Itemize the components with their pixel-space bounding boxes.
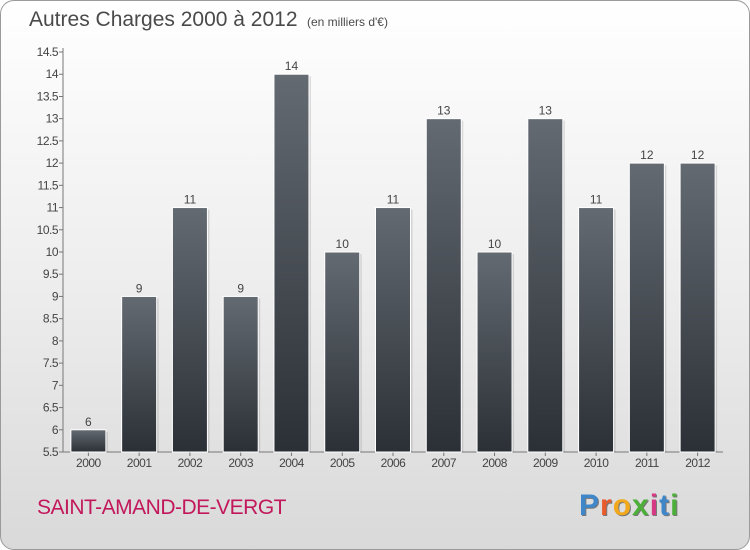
- x-tick-label: 2011: [635, 456, 660, 470]
- bar: [324, 251, 361, 453]
- data-label: 10: [336, 237, 350, 251]
- x-tick-label: 2007: [431, 456, 457, 470]
- x-tick-label: 2010: [584, 456, 610, 470]
- bar: [375, 207, 411, 453]
- data-label: 11: [184, 193, 197, 207]
- bar: [578, 207, 615, 453]
- logo-letter: i: [649, 489, 660, 522]
- bar: [476, 251, 513, 453]
- y-tick-label: 12: [46, 156, 59, 170]
- y-tick-label: 7.5: [43, 356, 59, 370]
- data-label: 14: [285, 59, 299, 73]
- data-label: 13: [437, 104, 451, 118]
- y-tick-label: 7: [52, 378, 59, 392]
- x-tick-label: 2012: [685, 456, 711, 470]
- logo-letter: i: [670, 489, 680, 522]
- data-label: 9: [237, 281, 244, 295]
- x-tick-label: 2002: [178, 456, 204, 470]
- bar: [527, 118, 564, 453]
- x-tick-label: 2003: [228, 456, 254, 470]
- y-tick-label: 9: [52, 289, 59, 303]
- logo-letter: r: [600, 489, 613, 522]
- chart-title: Autres Charges 2000 à 2012: [29, 8, 298, 31]
- y-tick-label: 6.5: [43, 401, 59, 415]
- commune-name: SAINT-AMAND-DE-VERGT: [37, 496, 287, 519]
- bar: [171, 207, 208, 453]
- data-label: 11: [590, 193, 603, 207]
- bar: [679, 162, 716, 453]
- y-tick-label: 10: [46, 245, 59, 259]
- bar: [273, 73, 310, 453]
- logo-letter: x: [632, 489, 650, 522]
- y-tick-label: 11.5: [38, 178, 59, 192]
- y-tick-label: 9.5: [43, 267, 59, 281]
- data-label: 13: [539, 104, 553, 118]
- y-tick-label: 14: [46, 67, 59, 81]
- proxiti-logo[interactable]: Proxiti: [579, 489, 679, 523]
- x-tick-label: 2000: [76, 456, 102, 470]
- y-tick-label: 5.5: [43, 445, 59, 459]
- data-label: 9: [136, 281, 143, 295]
- y-tick-label: 11: [47, 201, 59, 215]
- bar: [222, 295, 259, 453]
- bar: [425, 118, 462, 453]
- y-tick-label: 13: [46, 112, 59, 126]
- y-tick-label: 12.5: [37, 134, 59, 148]
- y-tick-label: 8: [52, 334, 59, 348]
- data-label: 12: [640, 148, 654, 162]
- data-label: 10: [488, 237, 502, 251]
- y-tick-label: 8.5: [43, 312, 59, 326]
- logo-letter: P: [579, 489, 601, 522]
- y-tick-label: 6: [52, 423, 59, 437]
- y-tick-label: 13.5: [37, 89, 59, 103]
- data-label: 12: [691, 148, 705, 162]
- x-tick-label: 2006: [381, 456, 407, 470]
- data-label: 6: [85, 415, 92, 429]
- x-tick-label: 2008: [482, 456, 508, 470]
- y-tick-label: 10.5: [37, 223, 59, 237]
- x-tick-label: 2004: [279, 456, 305, 470]
- bar: [628, 162, 665, 453]
- x-tick-label: 2005: [330, 456, 356, 470]
- bar: [121, 295, 158, 453]
- bar: [70, 429, 107, 453]
- logo-letter: o: [612, 489, 633, 522]
- x-tick-label: 2001: [127, 456, 153, 470]
- y-tick-label: 14.5: [37, 45, 59, 59]
- x-tick-label: 2009: [533, 456, 559, 470]
- logo-letter: t: [659, 489, 671, 522]
- data-label: 11: [387, 193, 400, 207]
- chart-subtitle: (en milliers d'€): [307, 15, 388, 29]
